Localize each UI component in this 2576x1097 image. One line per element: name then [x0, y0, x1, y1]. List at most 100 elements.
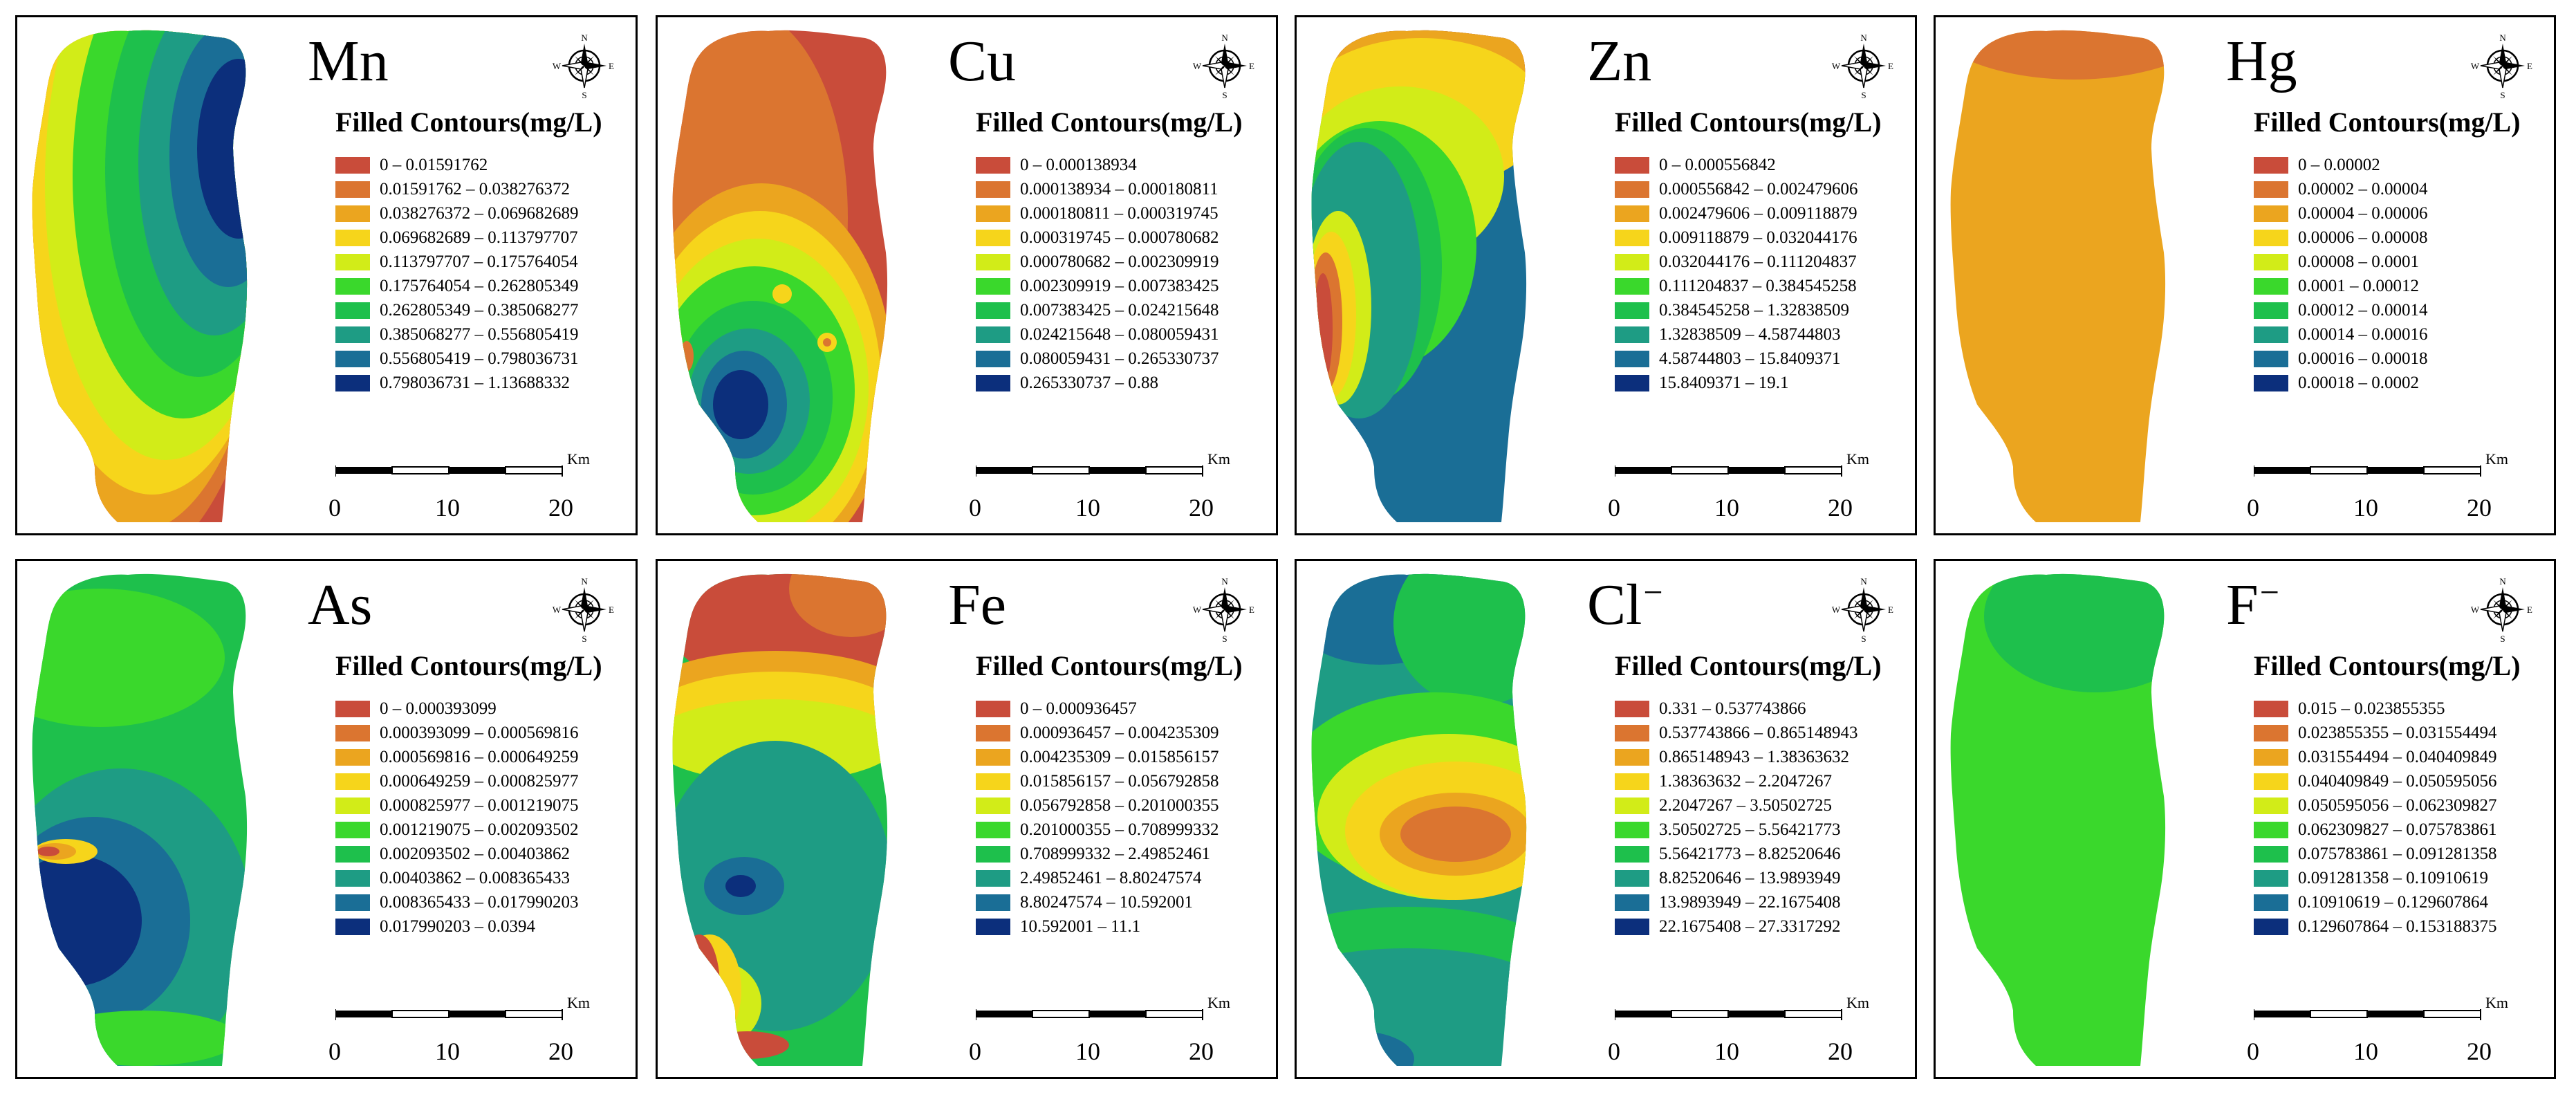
legend-item: 3.50502725 – 5.56421773 — [1615, 818, 1858, 842]
legend-swatch — [2254, 374, 2288, 391]
legend-item: 4.58744803 – 15.8409371 — [1615, 347, 1858, 371]
legend-item: 0.004235309 – 0.015856157 — [976, 745, 1219, 769]
contour-map — [672, 30, 888, 522]
legend-swatch — [976, 894, 1010, 911]
legend-swatch — [976, 821, 1010, 838]
legend-swatch — [335, 869, 370, 887]
legend-label: 0.10910619 – 0.129607864 — [2298, 892, 2488, 912]
legend-label: 0.000825977 – 0.001219075 — [380, 795, 579, 815]
legend-title: Filled Contours(mg/L) — [2254, 107, 2521, 138]
legend-item: 0.023855355 – 0.031554494 — [2254, 721, 2497, 745]
legend-swatch — [335, 205, 370, 222]
legend-label: 0.129607864 – 0.153188375 — [2298, 916, 2497, 936]
legend-label: 0.000780682 – 0.002309919 — [1020, 252, 1219, 271]
legend-label: 0.537743866 – 0.865148943 — [1659, 723, 1858, 742]
contour-layers — [1950, 573, 2166, 1066]
legend-swatch — [1615, 302, 1649, 319]
legend-item: 0.10910619 – 0.129607864 — [2254, 890, 2497, 914]
contour-band — [772, 284, 792, 304]
legend-label: 0.000936457 – 0.004235309 — [1020, 723, 1219, 742]
legend-label: 0.708999332 – 2.49852461 — [1020, 844, 1210, 863]
scale-tick-0: 0 — [2247, 1038, 2259, 1065]
legend-label: 0.080059431 – 0.265330737 — [1020, 349, 1219, 368]
legend-item: 0.556805419 – 0.798036731 — [335, 347, 579, 371]
map-panel-f: F− N S E W Filled Contours(mg/L) 0.015 –… — [1934, 559, 2556, 1079]
legend-swatch — [2254, 894, 2288, 911]
legend-title: Filled Contours(mg/L) — [335, 650, 602, 681]
legend-label: 2.2047267 – 3.50502725 — [1659, 795, 1832, 815]
legend-label: 0.113797707 – 0.175764054 — [380, 252, 578, 271]
legend-label: 0.015856157 – 0.056792858 — [1020, 771, 1219, 791]
scale-tick-10: 10 — [2353, 1038, 2378, 1065]
legend-label: 1.32838509 – 4.58744803 — [1659, 324, 1841, 344]
scale-tick-20: 20 — [1828, 494, 1853, 522]
legend-swatch — [2254, 156, 2288, 174]
legend-item: 0.031554494 – 0.040409849 — [2254, 745, 2497, 769]
contour-layers — [1311, 30, 1527, 522]
legend-item: 0.091281358 – 0.10910619 — [2254, 866, 2497, 890]
legend-label: 0.262805349 – 0.385068277 — [380, 300, 579, 320]
legend-label: 0.017990203 – 0.0394 — [380, 916, 535, 936]
legend-item: 22.1675408 – 27.3317292 — [1615, 914, 1858, 939]
legend-label: 8.80247574 – 10.592001 — [1020, 892, 1193, 912]
legend-swatch — [1615, 918, 1649, 935]
legend-swatch — [976, 277, 1010, 295]
element-label: Fe — [948, 573, 1006, 637]
legend-label: 3.50502725 – 5.56421773 — [1659, 820, 1841, 839]
legend-item: 0.865148943 – 1.38363632 — [1615, 745, 1858, 769]
svg-text:S: S — [2500, 634, 2505, 644]
legend-item: 0 – 0.000936457 — [976, 697, 1219, 721]
legend-swatch — [976, 156, 1010, 174]
legend-item: 0.002309919 – 0.007383425 — [976, 274, 1219, 298]
map-panel-mn: Mn N S E W Filled Contours(mg/L) 0 – 0.0… — [15, 15, 638, 535]
legend-swatch — [1615, 748, 1649, 766]
legend-swatch — [335, 748, 370, 766]
legend: 0 – 0.01591762 0.01591762 – 0.038276372 0.… — [335, 153, 579, 395]
svg-text:E: E — [609, 61, 614, 71]
scale-tick-10: 10 — [1075, 1038, 1100, 1065]
contour-band — [672, 573, 888, 692]
svg-text:N: N — [2499, 576, 2506, 587]
contour-band — [45, 1011, 239, 1066]
legend-swatch — [2254, 229, 2288, 246]
scale-bar — [1615, 465, 1842, 477]
legend-label: 0.032044176 – 0.111204837 — [1659, 252, 1857, 271]
legend-swatch — [335, 229, 370, 246]
legend-item: 0.000393099 – 0.000569816 — [335, 721, 579, 745]
legend-item: 13.9893949 – 22.1675408 — [1615, 890, 1858, 914]
scale-unit: Km — [2485, 450, 2508, 468]
svg-text:W: W — [553, 61, 562, 71]
legend-item: 1.32838509 – 4.58744803 — [1615, 322, 1858, 347]
legend-swatch — [976, 253, 1010, 270]
map-panel-zn: Zn N S E W Filled Contours(mg/L) 0 – 0.0… — [1295, 15, 1917, 535]
scale-tick-10: 10 — [435, 1038, 460, 1065]
contour-band — [197, 59, 248, 239]
legend-label: 0 – 0.000556842 — [1659, 155, 1776, 174]
legend-label: 8.82520646 – 13.9893949 — [1659, 868, 1841, 887]
scale-tick-10: 10 — [435, 494, 460, 522]
legend-item: 0.00018 – 0.0002 — [2254, 371, 2428, 395]
legend-label: 0.000649259 – 0.000825977 — [380, 771, 579, 791]
scale-unit: Km — [1846, 994, 1869, 1011]
svg-text:N: N — [581, 33, 588, 43]
legend-label: 0 – 0.00002 — [2298, 155, 2380, 174]
element-label: Cl− — [1587, 573, 1663, 637]
scale-tick-20: 20 — [2467, 494, 2492, 522]
legend-item: 0.537743866 – 0.865148943 — [1615, 721, 1858, 745]
legend-label: 0.00002 – 0.00004 — [2298, 179, 2428, 199]
legend-label: 0.556805419 – 0.798036731 — [380, 349, 579, 368]
legend-item: 0.00006 – 0.00008 — [2254, 225, 2428, 250]
svg-text:E: E — [2527, 605, 2532, 615]
legend-item: 0.050595056 – 0.062309827 — [2254, 793, 2497, 818]
legend-label: 0.023855355 – 0.031554494 — [2298, 723, 2497, 742]
contour-map — [32, 30, 248, 522]
scale-tick-0: 0 — [969, 1038, 981, 1065]
legend-swatch — [976, 748, 1010, 766]
legend-title: Filled Contours(mg/L) — [1615, 650, 1882, 681]
legend-title: Filled Contours(mg/L) — [335, 107, 602, 138]
legend-swatch — [2254, 326, 2288, 343]
legend-swatch — [1615, 326, 1649, 343]
legend-item: 0 – 0.000393099 — [335, 697, 579, 721]
legend-swatch — [2254, 277, 2288, 295]
contour-band — [789, 573, 888, 637]
